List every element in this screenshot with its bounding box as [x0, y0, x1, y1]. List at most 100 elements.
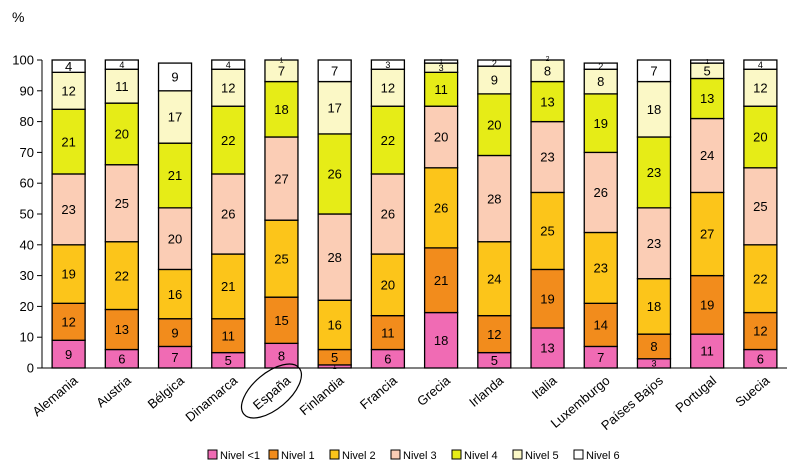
data-label: 12: [61, 314, 75, 329]
bar-segment: [423, 59, 459, 64]
legend-item: Nivel 5: [512, 449, 559, 462]
bar-segment: [423, 247, 459, 314]
bar-segment: [477, 314, 512, 354]
data-label: 20: [487, 117, 501, 132]
y-tick-label: 10: [20, 330, 34, 345]
data-label: 8: [544, 63, 551, 78]
bar-segment: [51, 339, 86, 369]
data-label: 11: [115, 79, 129, 94]
bar-segment: [157, 62, 193, 92]
data-label: 12: [61, 83, 75, 98]
data-label: 4: [119, 60, 124, 70]
data-label: 27: [274, 171, 288, 186]
legend-item: Nivel 1: [268, 449, 315, 462]
legend-item: Nivel 3: [390, 449, 437, 462]
data-label: 25: [115, 196, 129, 211]
data-label: 21: [61, 134, 75, 149]
bar-segment: [211, 173, 246, 255]
y-tick-label: 40: [20, 237, 34, 252]
x-tick-label: Italia: [529, 372, 560, 402]
bar-stack: 18 21 26 20 11 31: [423, 59, 459, 369]
x-tick-label: Grecia: [414, 372, 454, 409]
bar-segment: [317, 213, 352, 301]
data-label: 16: [168, 287, 182, 302]
bar-segment: [264, 59, 299, 83]
data-label: 24: [487, 271, 501, 286]
data-label: 8: [597, 74, 604, 89]
data-label: 19: [61, 267, 75, 282]
bar-segment: [51, 59, 86, 73]
bar-segment: [370, 105, 406, 175]
data-label: 7: [597, 350, 604, 365]
data-label: 17: [168, 110, 182, 125]
data-label: 21: [168, 168, 182, 183]
legend-label: Nivel 1: [281, 450, 315, 462]
bar-stack: 13 19 25 23 13 82: [530, 56, 565, 369]
data-label: 12: [487, 327, 501, 342]
x-tick-label: España: [250, 372, 294, 412]
bar-segment: [370, 253, 406, 317]
data-label: 19: [700, 298, 714, 313]
bar-segment: [264, 80, 299, 138]
data-label: 28: [327, 250, 341, 265]
data-label: 13: [115, 322, 129, 337]
bar-segment: [636, 333, 672, 360]
x-tick-label: Suecia: [732, 372, 773, 410]
legend-label: Nivel 2: [342, 450, 376, 462]
bar-segment: [423, 71, 459, 107]
bar-stack: 3 8 18 23 23 18 7: [636, 59, 672, 369]
data-label: 20: [115, 127, 129, 142]
bar-segment: [583, 302, 618, 348]
y-axis-unit-label: %: [12, 9, 24, 25]
bar-stacks: 9121923211246132225201147916202117951121…: [51, 56, 778, 371]
data-label: 24: [700, 148, 714, 163]
data-label: 18: [647, 102, 661, 117]
data-label: 15: [274, 313, 288, 328]
bar-stack: 7 9 16 20 21 17 9: [157, 62, 193, 369]
bar-segment: [211, 253, 246, 320]
x-tick-label: Francia: [357, 372, 400, 412]
legend-label: Nivel 6: [586, 450, 620, 462]
data-label: 22: [115, 268, 129, 283]
data-label: 26: [327, 167, 341, 182]
bar-segment: [51, 302, 86, 341]
data-label: 23: [594, 261, 608, 276]
data-label: 13: [540, 341, 554, 356]
data-label: 11: [434, 82, 448, 97]
bar-segment: [423, 105, 459, 169]
bar-segment: [477, 59, 512, 67]
data-label: 13: [540, 94, 554, 109]
data-label: 16: [327, 318, 341, 333]
data-label: 5: [704, 63, 711, 78]
data-label: 5: [331, 350, 338, 365]
bar-segment: [157, 142, 193, 209]
data-label: 9: [65, 347, 72, 362]
x-tick-label: Irlanda: [466, 372, 507, 410]
bar-stack: 7 14 23 26 19 8 2: [583, 61, 618, 369]
bar-segment: [743, 68, 778, 107]
data-label: 12: [753, 80, 767, 95]
data-label: 2: [492, 58, 497, 68]
data-label: 22: [753, 271, 767, 286]
data-label: 11: [700, 344, 714, 359]
bar-segment: [104, 308, 139, 351]
bar-segment: [317, 80, 352, 135]
bar-segment: [477, 65, 512, 95]
legend-swatch: [207, 449, 218, 460]
data-label: 11: [381, 325, 395, 340]
y-tick-label: 30: [20, 268, 34, 283]
data-label: 4: [758, 60, 763, 70]
legend-item: Nivel <1: [207, 449, 260, 462]
data-label: 6: [384, 351, 391, 366]
legend-swatch: [329, 449, 340, 460]
data-label: 26: [381, 207, 395, 222]
data-label: 17: [327, 100, 341, 115]
data-label: 11: [222, 328, 236, 343]
data-label: 18: [647, 299, 661, 314]
data-label: 7: [171, 350, 178, 365]
data-label: 8: [650, 339, 657, 354]
legend-swatch: [390, 449, 401, 460]
legend-item: Nivel 2: [329, 449, 376, 462]
bar-segment: [583, 68, 618, 95]
bar-stack: 8 15 25 27 18 71: [264, 58, 299, 369]
